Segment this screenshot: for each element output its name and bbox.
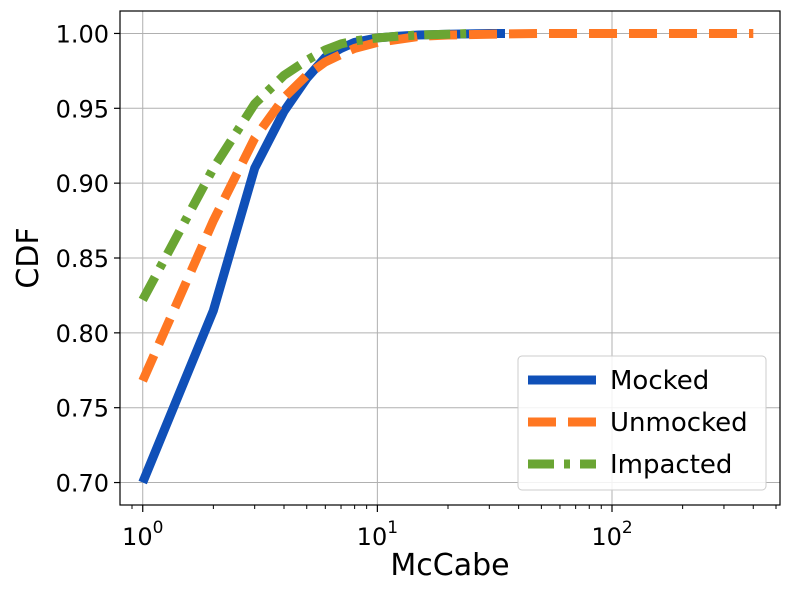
x-tick-base: 10 [357,523,388,551]
x-tick-exponent: 2 [622,518,633,538]
y-tick-label: 0.90 [56,170,109,198]
x-tick-exponent: 1 [387,518,398,538]
series-lines [138,29,754,485]
y-tick-label: 0.80 [56,320,109,348]
series-line-impacted [138,29,471,303]
legend-box [517,355,767,491]
x-axis-label: McCabe [390,548,509,583]
legend-label-unmocked: Unmocked [610,408,748,438]
x-tick-base: 10 [591,523,622,551]
x-tick-label: 101 [357,518,398,551]
series-line-unmocked [138,29,754,383]
y-tick-label: 1.00 [56,20,109,48]
y-axis-label: CDF [11,227,46,288]
x-tick-label: 102 [591,518,632,551]
y-tick-label: 0.95 [56,95,109,123]
y-tick-label: 0.75 [56,395,109,423]
legend-label-impacted: Impacted [610,450,732,480]
y-tick-label: 0.85 [56,245,109,273]
y-tick-label: 0.70 [56,470,109,498]
legend-label-mocked: Mocked [610,366,709,396]
x-tick-base: 10 [122,523,153,551]
legend: Mocked Unmocked Impacted [517,355,767,491]
x-tick-exponent: 0 [153,518,164,538]
x-tick-label: 100 [122,518,163,551]
